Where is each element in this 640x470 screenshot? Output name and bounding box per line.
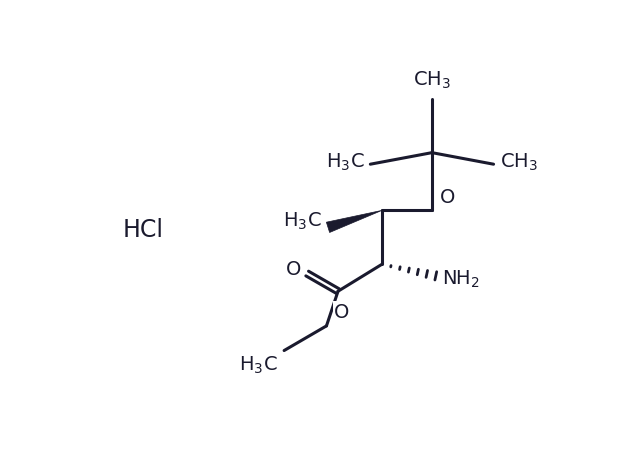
Text: O: O — [285, 260, 301, 279]
Text: NH$_2$: NH$_2$ — [442, 269, 480, 290]
Text: H$_3$C: H$_3$C — [326, 152, 364, 173]
Text: H$_3$C: H$_3$C — [283, 211, 322, 232]
Polygon shape — [326, 211, 382, 233]
Text: O: O — [334, 303, 349, 322]
Text: O: O — [440, 188, 455, 206]
Text: H$_3$C: H$_3$C — [239, 354, 278, 376]
Text: CH$_3$: CH$_3$ — [413, 70, 451, 91]
Text: HCl: HCl — [123, 218, 164, 242]
Text: CH$_3$: CH$_3$ — [500, 152, 538, 173]
